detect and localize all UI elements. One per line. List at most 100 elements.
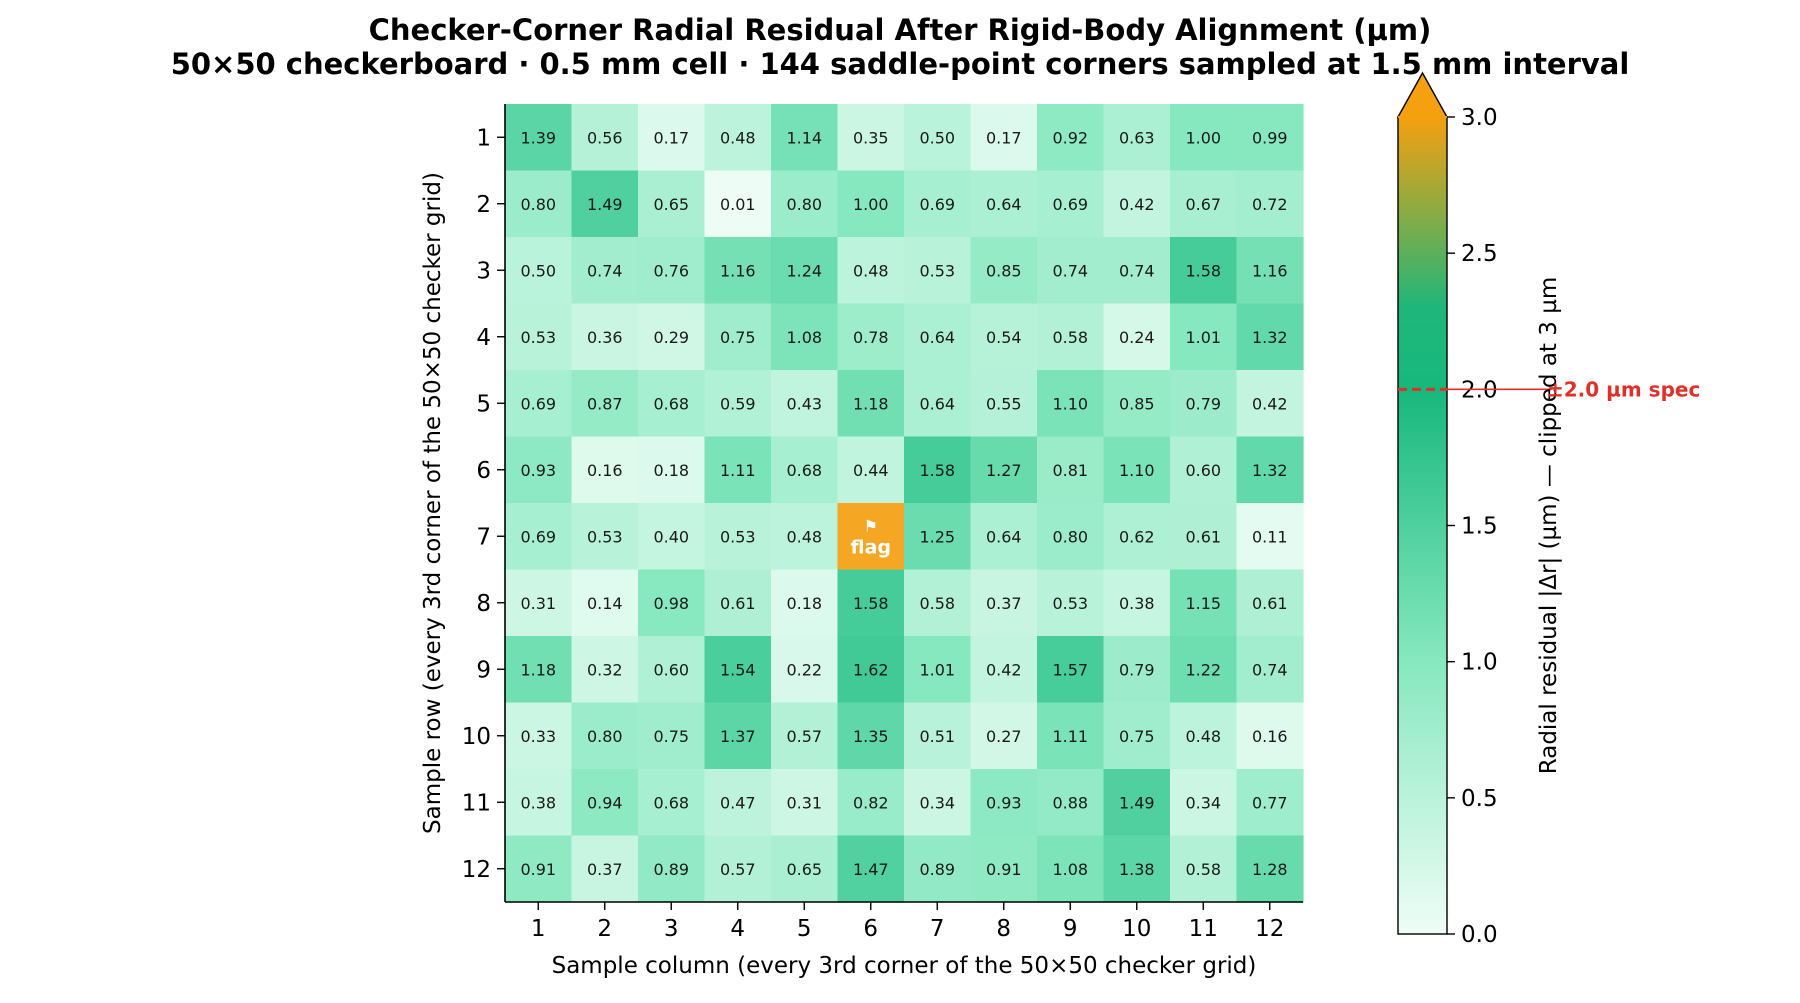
cell-value-label: 0.93 [986,793,1022,812]
heatmap-cell [571,370,639,438]
cell-value-label: 1.58 [853,594,889,613]
heatmap-cell [1037,237,1105,305]
cell-value-label: 1.47 [853,860,889,879]
heatmap-cell [638,237,706,305]
heatmap-cell [505,503,573,571]
heatmap-cell [837,170,905,238]
heatmap-cell [1236,569,1304,637]
heatmap-cell [638,170,706,238]
cell-value-label: 0.93 [520,461,556,480]
heatmap-cell [1103,303,1171,371]
heatmap-cell [1037,436,1105,504]
heatmap-cell [1103,636,1171,704]
cell-value-label: 0.37 [986,594,1022,613]
y-tick-label: 11 [462,790,491,816]
cell-value-label: 0.65 [653,195,689,214]
heatmap-cell [505,303,573,371]
x-tick-label: 6 [863,916,878,942]
cell-value-label: 0.65 [786,860,822,879]
cell-value-label: 0.32 [587,660,623,679]
heatmap-cell [837,370,905,438]
cell-value-label: 0.64 [919,394,955,413]
heatmap-cell [704,370,772,438]
cell-value-label: 0.31 [786,793,822,812]
y-tick-label: 2 [476,192,491,218]
cell-value-label: 1.58 [919,461,955,480]
cell-value-label: 0.61 [1252,594,1288,613]
cell-value-label: 1.11 [1052,727,1088,746]
heatmap-cell [1236,436,1304,504]
flag-icon: ⚑ [864,516,878,535]
cell-value-label: 0.69 [919,195,955,214]
heatmap-cell [1236,702,1304,770]
cell-value-label: 0.74 [1252,660,1288,679]
cell-value-label: 1.01 [919,660,955,679]
cell-value-label: 0.82 [853,793,889,812]
cell-value-label: 0.64 [986,195,1022,214]
heatmap-cell [970,303,1038,371]
heatmap-cell [1236,769,1304,837]
y-tick-label: 7 [476,524,491,550]
heatmap-cell [1103,503,1171,571]
cell-value-label: 0.91 [520,860,556,879]
heatmap-cell [704,170,772,238]
cell-value-label: 1.54 [720,660,756,679]
cell-value-label: 0.18 [786,594,822,613]
colorbar-tick-label: 0.5 [1461,786,1498,812]
cell-value-label: 1.00 [853,195,889,214]
heatmap-cell [771,835,839,903]
cell-value-label: 0.76 [653,261,689,280]
heatmap-cell [1103,170,1171,238]
cell-value-label: 0.91 [986,860,1022,879]
cell-value-label: 0.17 [986,128,1022,147]
cell-value-label: 1.16 [1252,261,1288,280]
cell-value-label: 0.22 [786,660,822,679]
cell-value-label: 0.69 [1052,195,1088,214]
heatmap-cell [837,702,905,770]
cell-value-label: 0.80 [520,195,556,214]
cell-value-label: 0.24 [1119,328,1155,347]
heatmap-cell [771,170,839,238]
cell-value-label: 0.60 [1185,461,1221,480]
heatmap-cell [638,835,706,903]
cell-value-label: 1.22 [1185,660,1221,679]
spec-label: ±2.0 µm spec [1547,377,1700,401]
heatmap-cell [704,835,772,903]
cell-value-label: 0.16 [587,461,623,480]
y-tick-label: 8 [476,591,491,617]
cell-value-label: 0.47 [720,793,756,812]
cell-value-label: 0.87 [587,394,623,413]
cell-value-label: 1.18 [520,660,556,679]
heatmap-cell [1103,702,1171,770]
cell-value-label: 0.64 [919,328,955,347]
heatmap-cell [970,104,1038,172]
heatmap-cell [638,436,706,504]
heatmap-cell [837,769,905,837]
x-tick-label: 5 [797,916,812,942]
heatmap-cell [970,835,1038,903]
cell-value-label: 0.67 [1185,195,1221,214]
heatmap-cell [970,769,1038,837]
heatmap-cell [505,835,573,903]
cell-value-label: 0.61 [1185,527,1221,546]
heatmap-cell [638,702,706,770]
cell-value-label: 0.16 [1252,727,1288,746]
cell-value-label: 0.75 [720,328,756,347]
heatmap-cell [505,170,573,238]
cell-value-label: 0.53 [520,328,556,347]
heatmap-cell [505,636,573,704]
cell-value-label: 0.57 [786,727,822,746]
x-tick-label: 11 [1189,916,1218,942]
cell-value-label: 1.28 [1252,860,1288,879]
cell-value-label: 0.98 [653,594,689,613]
x-tick-label: 7 [930,916,945,942]
cell-value-label: 0.54 [986,328,1022,347]
heatmap-cell [1170,237,1238,305]
heatmap-cell [904,436,972,504]
cell-value-label: 0.42 [1252,394,1288,413]
cell-value-label: 0.57 [720,860,756,879]
cell-value-label: 1.10 [1052,394,1088,413]
cell-value-label: 1.37 [720,727,756,746]
cell-value-label: 0.81 [1052,461,1088,480]
